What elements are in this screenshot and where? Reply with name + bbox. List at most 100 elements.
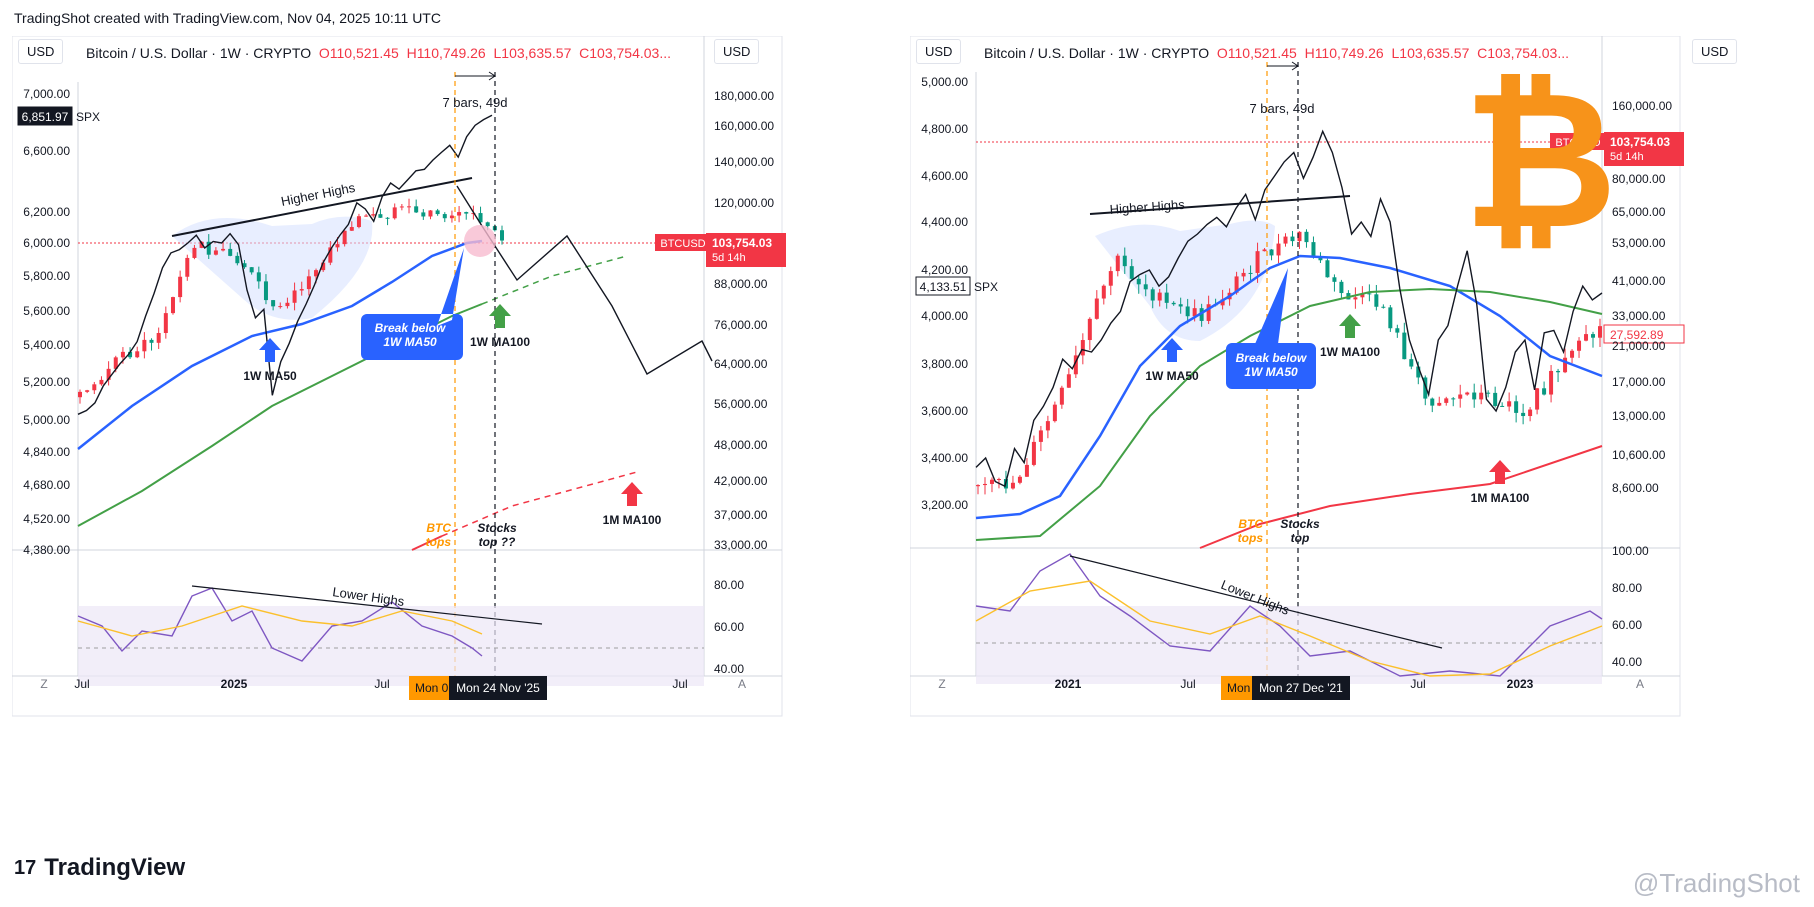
candle-body <box>1157 292 1162 301</box>
candle-body <box>1283 236 1288 244</box>
ma100-label: 1W MA100 <box>1320 345 1380 359</box>
candle-body <box>113 357 118 369</box>
candle-body <box>1122 255 1127 267</box>
left-axis-tick-label: 4,200.00 <box>921 263 968 277</box>
spx-name-label: SPX <box>974 280 998 294</box>
left-axis-tick-label: 5,800.00 <box>23 269 70 283</box>
candle-body <box>407 206 412 208</box>
stocks-date-tag <box>449 676 547 700</box>
btcusd-tag-label: BTCUSD <box>660 238 705 250</box>
currency-button-right-axis[interactable]: USD <box>714 39 760 64</box>
auto-scale-button: A <box>738 677 746 691</box>
btc-date-label: Mon 0 <box>415 681 449 695</box>
candle-body <box>1234 276 1239 293</box>
time-axis-tick: 2021 <box>1055 677 1082 691</box>
currency-button-left[interactable]: USD <box>916 39 962 64</box>
candle-body <box>292 290 297 303</box>
chart-canvas-right[interactable]: 5,000.00 4,800.00 4,600.00 4,400.00 4,200.00… <box>910 36 1800 826</box>
btc-price-value: 103,754.03 <box>712 236 772 250</box>
candle-body <box>1367 293 1372 295</box>
candle-body <box>106 368 111 380</box>
candle-body <box>142 339 147 352</box>
candle-body <box>213 250 218 255</box>
spx-value-label: 6,851.97 <box>22 110 69 124</box>
ma100m-arrow <box>621 482 643 506</box>
chart-panel-left[interactable]: USD USD Bitcoin / U.S. Dollar · 1W · CRY… <box>12 36 902 826</box>
ma100-projection <box>481 255 628 305</box>
ma100m-label: 1M MA100 <box>603 513 662 527</box>
candle-body <box>442 214 447 219</box>
candle-body <box>1584 334 1589 341</box>
candle-body <box>1017 476 1022 483</box>
candle-body <box>1059 387 1064 405</box>
candle-body <box>1101 285 1106 299</box>
left-axis-tick-label: 4,840.00 <box>23 445 70 459</box>
candle-body <box>1073 355 1078 375</box>
break-label-2: 1W MA50 <box>383 335 437 349</box>
candle-body <box>1045 421 1050 431</box>
candle-body <box>457 212 462 216</box>
candle-body <box>263 281 268 301</box>
rsi-band <box>78 606 704 686</box>
higher-highs-trendline <box>1089 195 1351 215</box>
btc-date-label: Mon <box>1227 681 1250 695</box>
candle-body <box>1507 401 1512 407</box>
candle-body <box>1500 405 1505 407</box>
cup-shading <box>1095 220 1275 341</box>
candle-body <box>1549 370 1554 395</box>
chart-canvas-left[interactable]: 7,000.00 6,600.00 6,200.00 6,000.00 5,800.00… <box>12 36 902 826</box>
break-label-2: 1W MA50 <box>1244 365 1298 379</box>
left-axis-tick-label: 5,200.00 <box>23 375 70 389</box>
candle-body <box>1514 401 1519 413</box>
candle-body <box>1556 370 1561 373</box>
candle-body <box>306 276 311 290</box>
left-axis-tick-label: 5,400.00 <box>23 338 70 352</box>
candle-body <box>371 214 376 216</box>
candle-body <box>1206 304 1211 321</box>
candle-body <box>185 257 190 277</box>
bars-range-arrowhead <box>488 71 496 81</box>
ma50-label: 1W MA50 <box>243 369 297 383</box>
right-axis-tick-label: 160,000.00 <box>714 119 774 133</box>
time-axis-tick: Jul <box>1410 677 1425 691</box>
candle-body <box>1010 482 1015 489</box>
right-axis-tick-label: 53,000.00 <box>1612 236 1666 250</box>
candle-body <box>1395 328 1400 333</box>
rsi-tick-label: 40.00 <box>714 662 744 676</box>
right-axis-tick-label: 160,000.00 <box>1612 99 1672 113</box>
right-axis-tick-label: 76,000.00 <box>714 318 768 332</box>
candle-body <box>1297 231 1302 242</box>
candle-body <box>271 300 276 307</box>
symbol-title-left: Bitcoin / U.S. Dollar · 1W · CRYPTO O110… <box>86 45 671 61</box>
candle-body <box>1325 260 1330 278</box>
candle-body <box>1199 308 1204 321</box>
candle-body <box>378 214 383 218</box>
ma100m-label: 1M MA100 <box>1471 491 1530 505</box>
ma100m-arrow <box>1489 460 1511 484</box>
candle-body <box>128 351 133 358</box>
candle-body <box>392 207 397 219</box>
btc-tops-label-2: tops <box>426 535 452 549</box>
candle-body <box>385 217 390 219</box>
candle-body <box>414 206 419 213</box>
right-axis-tick-label: 17,000.00 <box>1612 375 1666 389</box>
right-axis-tick-label: 140,000.00 <box>714 155 774 169</box>
candle-body <box>1087 318 1092 341</box>
right-axis-tick-label: 88,000.00 <box>714 277 768 291</box>
candle-body <box>1332 277 1337 282</box>
chart-panel-right[interactable]: USD USD Bitcoin / U.S. Dollar · 1W · CRY… <box>910 36 1800 826</box>
panel-frame <box>910 36 1681 717</box>
lower-highs-trendline <box>1069 555 1443 649</box>
currency-button-left[interactable]: USD <box>18 39 64 64</box>
candle-body <box>1115 255 1120 272</box>
candle-body <box>85 390 90 392</box>
candle-body <box>242 263 247 268</box>
spx-line <box>975 129 1603 488</box>
tradingview-logo[interactable]: 17 TradingView <box>14 854 185 882</box>
right-axis-tick-label: 21,000.00 <box>1612 339 1666 353</box>
btc-tops-label-2: tops <box>1238 531 1264 545</box>
candle-body <box>1192 308 1197 317</box>
candle-body <box>449 215 454 219</box>
candle-body <box>1521 412 1526 417</box>
currency-button-right-axis[interactable]: USD <box>1692 39 1738 64</box>
